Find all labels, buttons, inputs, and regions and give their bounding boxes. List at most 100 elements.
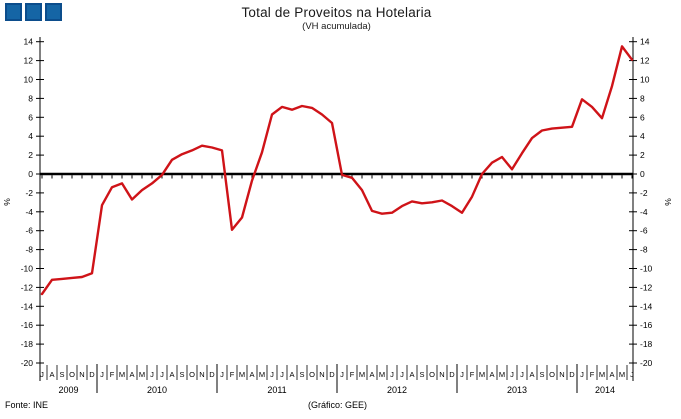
svg-text:J: J: [280, 370, 284, 379]
svg-text:N: N: [79, 370, 84, 379]
svg-text:M: M: [599, 370, 605, 379]
svg-text:-4: -4: [25, 207, 33, 217]
svg-text:10: 10: [24, 75, 34, 85]
svg-text:J: J: [520, 370, 524, 379]
svg-text:-4: -4: [640, 207, 648, 217]
svg-text:J: J: [400, 370, 404, 379]
svg-text:J: J: [510, 370, 514, 379]
svg-text:-20: -20: [640, 358, 653, 368]
svg-text:-18: -18: [21, 339, 34, 349]
svg-text:J: J: [270, 370, 274, 379]
svg-text:2009: 2009: [58, 385, 78, 395]
svg-text:F: F: [590, 370, 595, 379]
source-note: Fonte: INE: [5, 400, 49, 410]
svg-text:-14: -14: [640, 301, 653, 311]
svg-text:2013: 2013: [507, 385, 527, 395]
svg-text:A: A: [489, 370, 494, 379]
svg-text:M: M: [379, 370, 385, 379]
svg-text:4: 4: [640, 131, 645, 141]
svg-text:6: 6: [28, 112, 33, 122]
svg-text:O: O: [309, 370, 315, 379]
svg-text:-18: -18: [640, 339, 653, 349]
page-subtitle: (VH acumulada): [302, 21, 371, 32]
svg-text:12: 12: [640, 56, 650, 66]
svg-text:D: D: [569, 370, 575, 379]
svg-text:2012: 2012: [387, 385, 407, 395]
logo-square-icon: [25, 3, 42, 21]
svg-text:F: F: [350, 370, 355, 379]
svg-text:S: S: [419, 370, 424, 379]
svg-text:J: J: [630, 370, 634, 379]
svg-text:D: D: [449, 370, 455, 379]
svg-text:A: A: [169, 370, 174, 379]
svg-text:J: J: [100, 370, 104, 379]
svg-text:M: M: [139, 370, 145, 379]
svg-text:M: M: [499, 370, 505, 379]
svg-text:S: S: [539, 370, 544, 379]
three-squares-logo: [5, 3, 62, 21]
svg-text:A: A: [129, 370, 134, 379]
svg-text:A: A: [609, 370, 614, 379]
svg-text:F: F: [110, 370, 115, 379]
svg-text:0: 0: [640, 169, 645, 179]
svg-text:S: S: [59, 370, 64, 379]
svg-text:2: 2: [28, 150, 33, 160]
svg-text:-2: -2: [25, 188, 33, 198]
svg-text:J: J: [460, 370, 464, 379]
svg-text:-6: -6: [640, 226, 648, 236]
svg-text:O: O: [429, 370, 435, 379]
svg-text:N: N: [559, 370, 564, 379]
data-line: [40, 45, 634, 296]
svg-text:F: F: [230, 370, 235, 379]
svg-text:-8: -8: [25, 245, 33, 255]
svg-text:J: J: [580, 370, 584, 379]
svg-text:-10: -10: [21, 264, 34, 274]
svg-text:-2: -2: [640, 188, 648, 198]
svg-text:D: D: [89, 370, 95, 379]
svg-text:-6: -6: [25, 226, 33, 236]
chart-header: Total de Proveitos na Hotelaria (VH acum…: [0, 5, 673, 32]
svg-text:-16: -16: [21, 320, 34, 330]
svg-text:J: J: [220, 370, 224, 379]
svg-text:J: J: [390, 370, 394, 379]
svg-text:S: S: [299, 370, 304, 379]
svg-text:-14: -14: [21, 301, 34, 311]
svg-text:-12: -12: [21, 282, 34, 292]
credit-note: (Gráfico: GEE): [308, 400, 368, 410]
svg-text:6: 6: [640, 112, 645, 122]
zero-axis: [40, 172, 633, 179]
svg-text:F: F: [470, 370, 475, 379]
svg-text:-8: -8: [640, 245, 648, 255]
logo-square-icon: [45, 3, 62, 21]
svg-text:-10: -10: [640, 264, 653, 274]
svg-text:0: 0: [28, 169, 33, 179]
svg-text:14: 14: [24, 37, 34, 47]
svg-text:8: 8: [28, 93, 33, 103]
svg-text:4: 4: [28, 131, 33, 141]
svg-text:A: A: [369, 370, 374, 379]
svg-text:A: A: [409, 370, 414, 379]
svg-text:M: M: [259, 370, 265, 379]
svg-text:O: O: [69, 370, 75, 379]
page-title: Total de Proveitos na Hotelaria: [241, 5, 432, 20]
svg-text:O: O: [549, 370, 555, 379]
svg-text:O: O: [189, 370, 195, 379]
svg-text:8: 8: [640, 93, 645, 103]
svg-text:M: M: [119, 370, 125, 379]
svg-text:10: 10: [640, 75, 650, 85]
svg-text:%: %: [2, 198, 12, 206]
svg-text:A: A: [49, 370, 54, 379]
svg-text:12: 12: [24, 56, 34, 66]
svg-text:2011: 2011: [267, 385, 286, 395]
svg-text:%: %: [663, 198, 673, 206]
svg-text:2014: 2014: [595, 385, 615, 395]
svg-text:N: N: [439, 370, 444, 379]
svg-text:S: S: [179, 370, 184, 379]
logo-square-icon: [5, 3, 22, 21]
svg-text:A: A: [249, 370, 254, 379]
svg-text:J: J: [150, 370, 154, 379]
svg-text:A: A: [529, 370, 534, 379]
y-axes: 14 14 12 12 10 10 8 8 6 6 4 4 2 2 0 0 -2 -2 -4 -4 -6 -6 -8 -8 -1…: [21, 37, 653, 381]
